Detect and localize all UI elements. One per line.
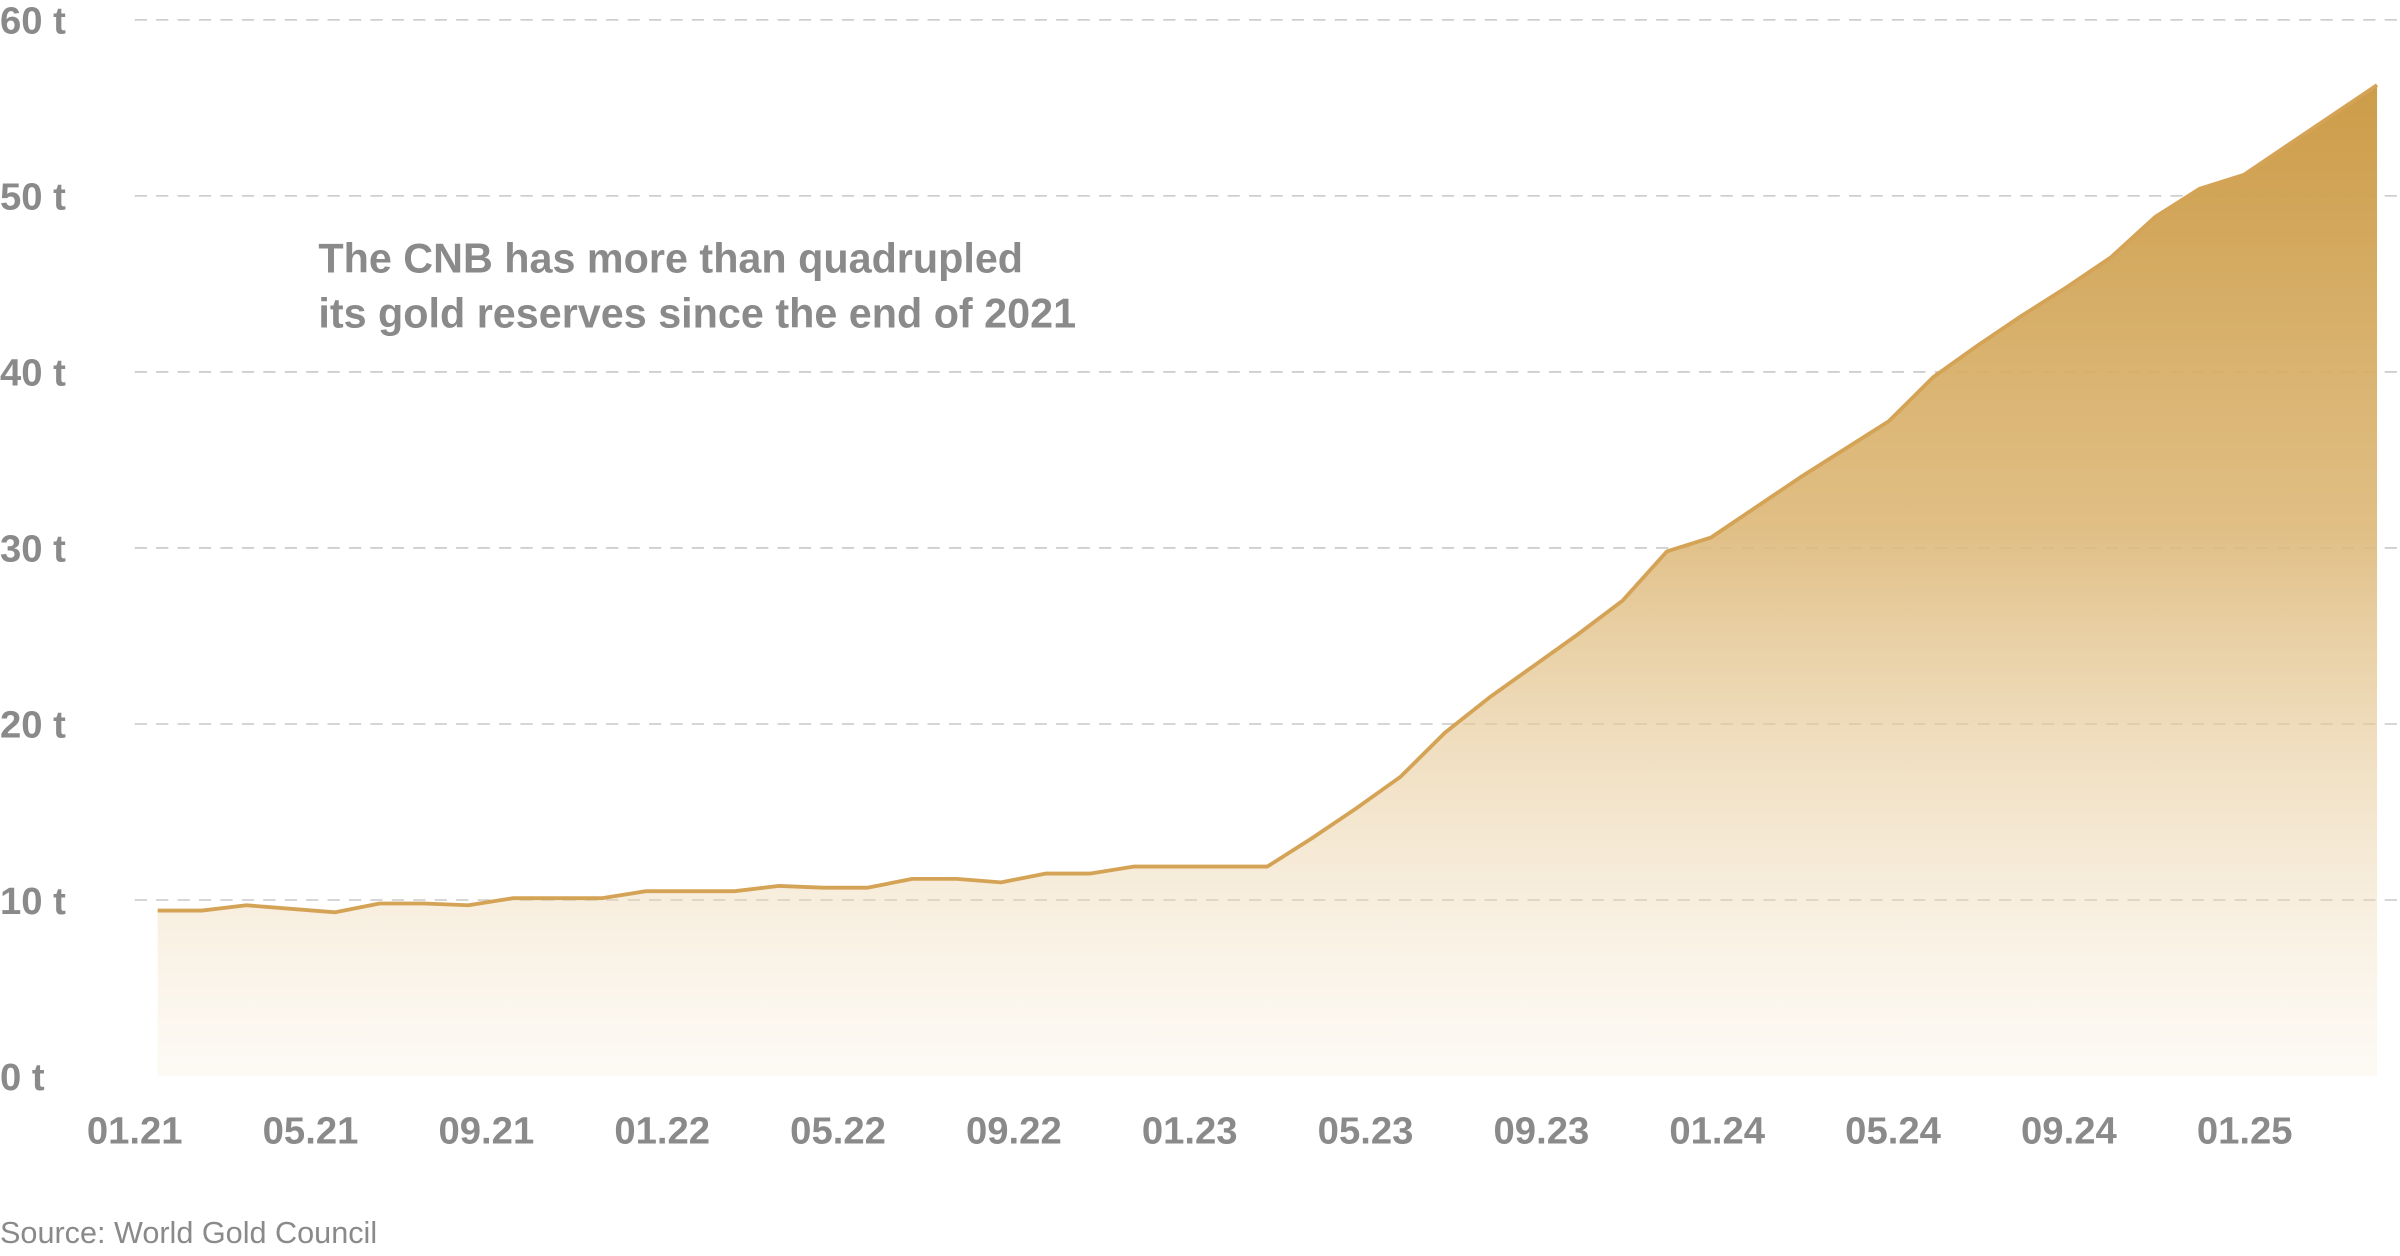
y-tick-label: 60 t <box>0 0 66 43</box>
x-tick-label: 01.21 <box>87 1109 183 1152</box>
annotation: The CNB has more than quadrupled <box>318 235 1023 281</box>
x-tick-label: 01.22 <box>614 1109 710 1152</box>
x-tick-label: 09.23 <box>1494 1109 1590 1152</box>
source: Source: World Gold Council <box>0 1216 377 1250</box>
line <box>157 83 2379 915</box>
y-tick-label: 40 t <box>0 352 66 395</box>
y-tick-label: 10 t <box>0 880 66 923</box>
y-tick-label: 0 t <box>0 1056 45 1099</box>
x-tick-label: 01.24 <box>1669 1109 1765 1152</box>
y-tick-label: 20 t <box>0 704 66 747</box>
area <box>157 85 2378 1077</box>
y-tick-label: 50 t <box>0 176 66 219</box>
x-tick-label: 01.23 <box>1142 1109 1238 1152</box>
x-tick-label: 09.21 <box>439 1109 535 1152</box>
x-tick-label: 01.25 <box>2197 1109 2293 1152</box>
x-tick-label: 09.22 <box>966 1109 1062 1152</box>
annotation: its gold reserves since the end of 2021 <box>318 291 1076 337</box>
x-tick-label: 05.24 <box>1845 1109 1941 1152</box>
x-tick-label: 05.23 <box>1318 1109 1414 1152</box>
x-tick-label: 09.24 <box>2021 1109 2117 1152</box>
x-tick-label: 05.21 <box>263 1109 359 1152</box>
y-tick-label: 30 t <box>0 528 66 571</box>
x-tick-label: 05.22 <box>790 1109 886 1152</box>
